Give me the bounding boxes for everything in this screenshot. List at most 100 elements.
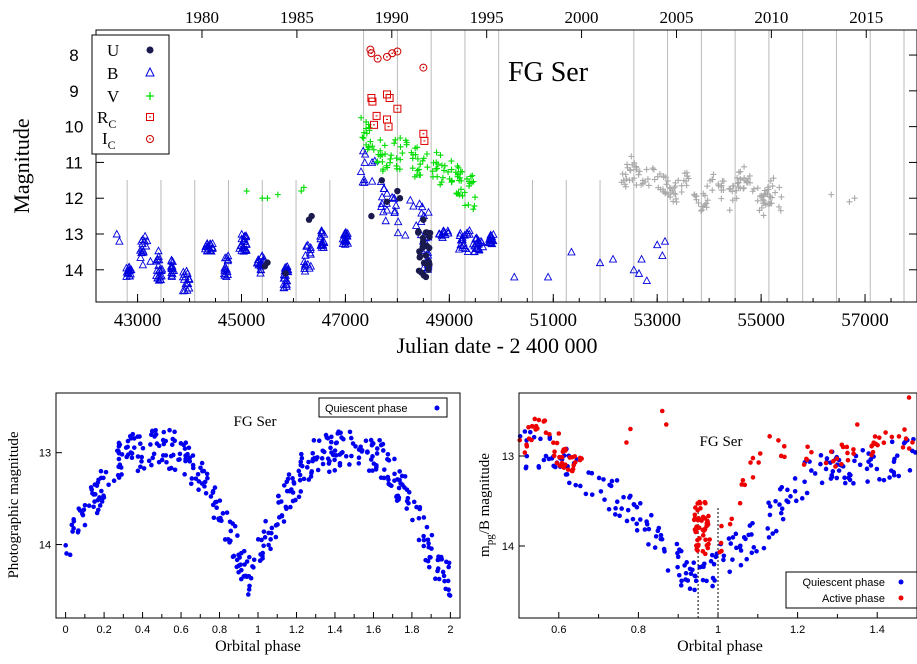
legend-label-ic: IC [102, 129, 116, 152]
quiescent-point [149, 462, 154, 468]
quiescent-point [187, 459, 193, 464]
b-band-point [241, 232, 251, 241]
quiescent-point [311, 438, 317, 443]
ic-band-point-center [391, 52, 393, 55]
b-band-point [138, 260, 148, 269]
quiescent-point [190, 465, 196, 471]
quiescent-point [332, 468, 338, 473]
quiescent-point [220, 511, 226, 516]
v-band-point [298, 188, 305, 195]
quiescent-point [123, 445, 129, 450]
b-band-point [126, 269, 135, 278]
b-band-point [462, 228, 472, 237]
grey-point [631, 175, 638, 182]
quiescent-point [205, 475, 210, 481]
quiescent-point [778, 510, 784, 516]
bottom-left-x-tick-label: 1.2 [289, 624, 304, 636]
u-band-point [420, 216, 427, 223]
top-y-tick-label: 13 [65, 225, 84, 244]
active-point [889, 434, 895, 440]
grey-point [636, 168, 643, 175]
b-band-point [660, 236, 670, 245]
grey-point [672, 183, 679, 190]
quiescent-point [183, 453, 188, 458]
grey-point [710, 171, 717, 178]
quiescent-point [365, 449, 370, 454]
active-point [526, 436, 532, 441]
active-point [750, 455, 756, 461]
b-band-point [168, 256, 178, 265]
top-x-tick-label: 51000 [530, 310, 578, 331]
v-band-point [397, 134, 404, 141]
quiescent-point [824, 456, 830, 461]
v-band-point [461, 189, 468, 196]
v-band-point [415, 166, 422, 173]
grey-point [662, 189, 669, 196]
quiescent-point [442, 578, 447, 584]
quiescent-point [427, 554, 433, 560]
v-band-point [397, 143, 404, 150]
grey-point [735, 179, 742, 186]
quiescent-point [730, 557, 735, 562]
u-band-point [368, 212, 375, 220]
b-band-point [112, 229, 122, 238]
active-point [740, 477, 746, 483]
quiescent-point [228, 528, 234, 534]
b-band-point [154, 255, 164, 264]
active-point [828, 449, 834, 454]
quiescent-point [608, 483, 614, 489]
quiescent-point [404, 506, 410, 511]
v-band-point [459, 192, 466, 199]
ic-band-point-center [386, 56, 388, 58]
b-band-point [239, 242, 248, 251]
quiescent-point [177, 457, 182, 462]
quiescent-point [877, 477, 882, 482]
active-point [823, 460, 829, 466]
quiescent-point [693, 578, 699, 584]
quiescent-point [712, 578, 717, 583]
top-panel: 43000 45000 47000 49000 51000 53000 55000 57000… [9, 8, 917, 358]
top-y-tick-label: 12 [65, 189, 84, 208]
quiescent-point [676, 572, 682, 578]
quiescent-point [679, 578, 684, 584]
quiescent-point [416, 537, 422, 543]
b-band-point [393, 228, 403, 237]
bottom-left-x-tick-label: 1.8 [404, 624, 419, 636]
b-band-point [390, 206, 400, 215]
quiescent-point [394, 493, 400, 499]
top-year-tick-label: 1985 [280, 8, 314, 27]
top-year-tick-label: 1980 [185, 8, 219, 27]
bottom-right-x-axis: 0.6 0.8 1 1.2 1.4 [518, 612, 917, 636]
active-point [748, 460, 753, 465]
quiescent-point [370, 468, 375, 473]
active-point [524, 442, 529, 447]
quiescent-point [251, 565, 256, 570]
v-band-point [359, 134, 366, 141]
b-band-point [370, 156, 380, 165]
quiescent-point [896, 473, 902, 479]
quiescent-point [598, 489, 604, 494]
active-point [839, 461, 844, 467]
quiescent-point [770, 531, 775, 536]
quiescent-point [321, 449, 327, 455]
ic-band-point [393, 47, 402, 56]
grey-point [673, 198, 680, 205]
v-band-point [374, 159, 381, 166]
grey-point [698, 207, 705, 214]
quiescent-point [79, 511, 85, 517]
quiescent-point [410, 517, 415, 523]
quiescent-point [417, 505, 423, 510]
quiescent-point [823, 466, 829, 472]
quiescent-point [792, 488, 798, 494]
active-point [569, 468, 575, 473]
quiescent-point [400, 482, 405, 488]
b-band-point [141, 241, 151, 250]
quiescent-point [606, 506, 612, 512]
grey-point [758, 192, 765, 199]
top-x-tick-label: 49000 [426, 310, 474, 331]
grey-point [665, 191, 672, 198]
active-point [696, 516, 701, 521]
grey-point [729, 183, 736, 190]
quiescent-point [89, 487, 95, 492]
b-band-point [642, 276, 652, 284]
